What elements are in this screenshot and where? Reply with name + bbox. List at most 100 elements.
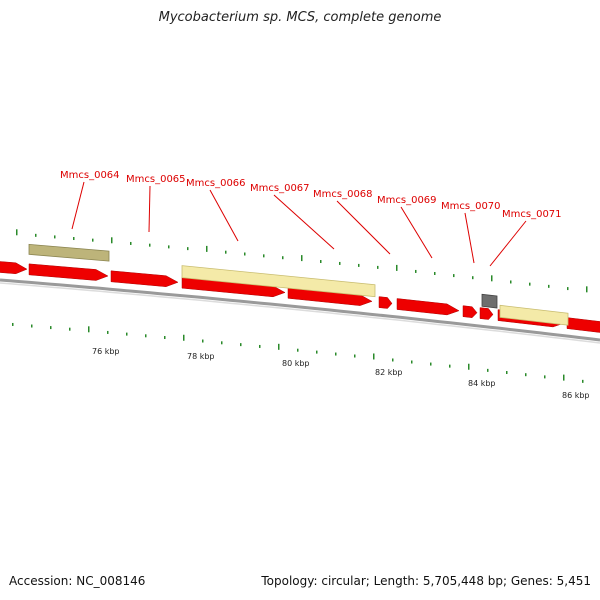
tick-mark: [468, 363, 470, 370]
label-leader-line: [464, 212, 475, 264]
tick-mark: [491, 275, 493, 282]
gene-features: [0, 243, 600, 334]
tick-mark: [529, 282, 531, 286]
tick-mark: [411, 360, 413, 364]
tick-mark: [373, 353, 375, 360]
tick-mark: [168, 245, 170, 249]
tick-mark: [206, 245, 208, 252]
tick-mark: [278, 343, 280, 350]
tick-mark: [149, 243, 151, 247]
label-leader-line: [489, 220, 527, 267]
gene-label-g68[interactable]: Mmcs_0068: [313, 189, 373, 200]
feature-bar[interactable]: [181, 265, 376, 298]
tick-mark: [244, 252, 246, 256]
tick-mark: [31, 324, 33, 328]
label-leader-line: [209, 189, 239, 242]
genome-summary-text: Topology: circular; Length: 5,705,448 bp…: [261, 574, 591, 588]
tick-mark: [187, 247, 189, 251]
kbp-label: 86 kbp: [562, 391, 590, 400]
gene-arrow[interactable]: [0, 261, 28, 275]
gene-arrow[interactable]: [462, 305, 478, 318]
tick-mark: [316, 350, 318, 354]
gene-label-g71[interactable]: Mmcs_0071: [502, 209, 562, 220]
tick-mark: [73, 237, 75, 241]
tick-mark: [16, 229, 18, 236]
tick-mark: [449, 364, 451, 368]
gene-arrow[interactable]: [378, 296, 393, 309]
tick-mark: [92, 238, 94, 242]
feature-bar[interactable]: [28, 243, 110, 262]
tick-mark: [35, 233, 37, 237]
gene-label-g64[interactable]: Mmcs_0064: [60, 170, 120, 181]
genome-title: Mycobacterium sp. MCS, complete genome: [158, 10, 442, 25]
tick-mark: [354, 354, 356, 358]
tick-mark: [472, 276, 474, 280]
tick-mark: [582, 379, 584, 383]
tick-mark: [126, 332, 128, 336]
kbp-label: 82 kbp: [375, 368, 403, 377]
tick-mark: [225, 250, 227, 254]
tick-mark: [12, 322, 14, 326]
tick-mark: [586, 286, 588, 293]
kbp-label: 78 kbp: [187, 352, 215, 361]
tick-mark: [183, 334, 185, 341]
tick-mark: [548, 284, 550, 288]
gene-label-g69[interactable]: Mmcs_0069: [377, 195, 437, 206]
tick-mark: [88, 326, 90, 333]
tick-mark: [358, 263, 360, 267]
tick-mark: [339, 261, 341, 265]
gene-arrow[interactable]: [479, 307, 494, 320]
gene-label-g67[interactable]: Mmcs_0067: [250, 183, 310, 194]
backbone-shadow: [0, 282, 600, 344]
gene-arrow[interactable]: [566, 317, 600, 334]
backbone-line: [0, 278, 600, 342]
tick-mark: [506, 371, 508, 375]
feature-bar[interactable]: [499, 304, 569, 326]
tick-mark: [415, 269, 417, 273]
tick-mark: [544, 375, 546, 379]
feature-box[interactable]: [481, 293, 498, 309]
gene-labels: Mmcs_0064 Mmcs_0065 Mmcs_0066 Mmcs_0067Mmcs…: [60, 170, 562, 267]
tick-mark: [263, 254, 265, 258]
tick-mark: [525, 373, 527, 377]
tick-mark: [107, 330, 109, 334]
tick-mark: [145, 334, 147, 338]
gene-label-g70[interactable]: Mmcs_0070: [441, 201, 501, 212]
tick-mark: [111, 237, 113, 244]
label-leader-line: [148, 185, 151, 233]
tick-mark: [434, 271, 436, 275]
gene-arrow[interactable]: [396, 298, 460, 316]
tick-mark: [259, 344, 261, 348]
tick-mark: [301, 255, 303, 262]
tick-marks: [12, 229, 588, 383]
label-leader-line: [400, 206, 433, 259]
tick-mark: [221, 341, 223, 345]
tick-mark: [335, 352, 337, 356]
tick-mark: [240, 343, 242, 347]
tick-mark: [392, 358, 394, 362]
label-leader-line: [71, 181, 85, 230]
tick-mark: [563, 374, 565, 381]
tick-mark: [567, 287, 569, 291]
tick-mark: [396, 264, 398, 271]
kbp-label: 80 kbp: [282, 359, 310, 368]
gene-label-g66[interactable]: Mmcs_0066: [186, 178, 246, 189]
genome-backbone: [0, 278, 600, 344]
tick-mark: [69, 327, 71, 331]
kbp-labels: 76 kbp 78 kbp 80 kbp 82 kbp 84 kbp 86 kbp: [92, 347, 590, 400]
tick-mark: [320, 260, 322, 264]
tick-mark: [510, 280, 512, 284]
tick-mark: [164, 336, 166, 340]
tick-mark: [453, 274, 455, 278]
tick-mark: [50, 326, 52, 330]
gene-arrow[interactable]: [110, 270, 179, 287]
tick-mark: [297, 348, 299, 352]
tick-mark: [54, 235, 56, 239]
kbp-label: 76 kbp: [92, 347, 120, 356]
tick-mark: [430, 362, 432, 366]
gene-arrow[interactable]: [28, 263, 109, 281]
gene-label-g65[interactable]: Mmcs_0065: [126, 174, 186, 185]
label-leader-line: [273, 194, 335, 250]
tick-mark: [130, 241, 132, 245]
